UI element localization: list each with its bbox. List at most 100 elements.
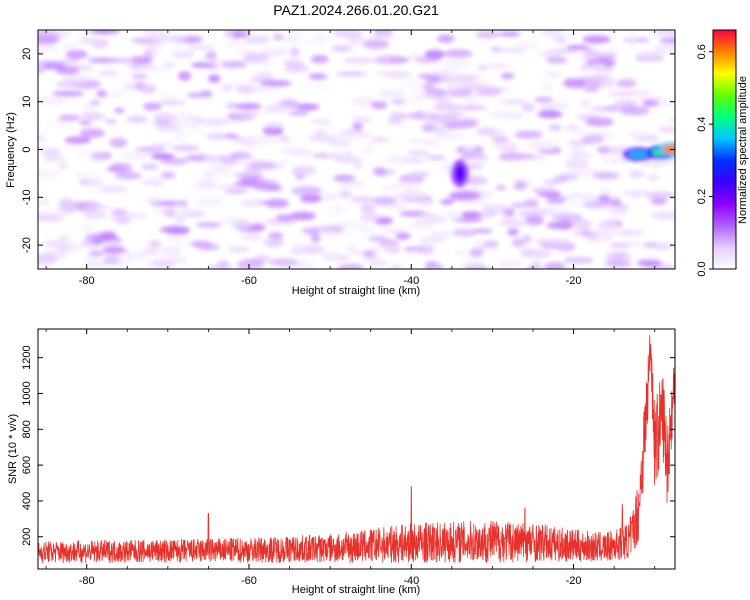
spectrogram-blob xyxy=(579,100,591,107)
colorbar-label: Normalized spectral amplitude xyxy=(737,76,749,224)
spectrogram-blob xyxy=(395,191,426,200)
colorbar-frame xyxy=(712,29,737,270)
spectrogram-blob xyxy=(153,112,178,122)
spectrogram-blob xyxy=(446,81,462,92)
spectrogram-blob xyxy=(195,222,222,228)
spectrogram-blob xyxy=(363,250,375,258)
spectrogram-blob xyxy=(493,141,519,151)
spectrogram-blob xyxy=(459,261,485,268)
snr-y-ticks: 200 400 600 800 1000 1200 xyxy=(21,345,675,546)
spectrogram-blob xyxy=(551,33,575,43)
y-tick-label: 200 xyxy=(21,528,33,546)
spectrogram-feature xyxy=(661,145,675,154)
spectrogram-blob xyxy=(422,111,434,117)
spectrogram-blob xyxy=(331,45,353,52)
spectrogram-blob xyxy=(291,165,317,176)
spectrogram-blob xyxy=(637,96,665,102)
spectrogram-blob xyxy=(294,30,305,38)
spectrogram-blob xyxy=(265,48,293,55)
spectrogram-blob xyxy=(445,110,467,118)
spectrogram-blob xyxy=(236,49,256,55)
spectrogram-blob xyxy=(164,233,190,244)
spectrogram-blob xyxy=(500,98,528,105)
snr-panel: -80 -60 -40 -20 200 400 600 800 1000 1200 Height… xyxy=(7,328,676,596)
spectrogram-blob xyxy=(570,218,592,229)
spectrogram-blob xyxy=(564,124,580,131)
spectrogram-blob xyxy=(170,208,200,215)
snr-x-ticks: -80 -60 -40 -20 xyxy=(45,329,656,587)
spectrogram-blob xyxy=(107,57,136,64)
spectrogram-blob xyxy=(317,228,338,235)
spectrogram-blob xyxy=(339,180,367,188)
spectrogram-blob xyxy=(366,142,377,149)
spectrogram-x-ticks: -80 -60 -40 -20 xyxy=(45,30,656,287)
spectrogram-blob xyxy=(351,96,376,107)
spectrogram-blob xyxy=(38,134,46,143)
spectrogram-blob xyxy=(310,233,321,243)
spectrogram-blob xyxy=(208,74,221,83)
spectrogram-blob xyxy=(248,86,279,93)
spectrogram-blob xyxy=(370,101,388,110)
x-tick-label: -60 xyxy=(241,275,257,287)
snr-plot-area xyxy=(38,329,675,569)
spectrogram-blob xyxy=(373,167,387,176)
spectrogram-blob xyxy=(62,42,78,50)
spectrogram-blob xyxy=(483,240,499,249)
spectrogram-blob xyxy=(381,228,407,235)
colorbar-gradient xyxy=(713,30,736,269)
spectrogram-blob xyxy=(38,61,65,70)
spectrogram-blob xyxy=(472,240,488,249)
spectrogram-blob xyxy=(82,104,95,110)
spectrogram-blob xyxy=(243,35,270,44)
spectrogram-blob xyxy=(403,96,426,104)
spectrogram-blob xyxy=(38,199,51,206)
x-tick-label: -60 xyxy=(241,575,257,587)
spectrogram-blob xyxy=(104,254,120,265)
spectrogram-blob xyxy=(114,171,142,180)
spectrogram-blob xyxy=(507,228,519,236)
colorbar-ticks: 0.0 0.2 0.4 0.6 xyxy=(696,44,713,277)
spectrogram-blob xyxy=(302,227,321,235)
spectrogram-blob xyxy=(311,34,331,40)
spectrogram-blob xyxy=(628,170,645,178)
spectrogram-blob xyxy=(187,124,201,133)
snr-x-axis-label: Height of straight line (km) xyxy=(292,584,420,596)
spectrogram-blob xyxy=(611,211,626,217)
spectrogram-blob xyxy=(589,230,615,240)
x-tick-label: -20 xyxy=(566,575,582,587)
spectrogram-blob xyxy=(346,36,366,45)
spectrogram-blob xyxy=(159,225,191,234)
spectrogram-blob xyxy=(520,249,552,259)
spectrogram-blob xyxy=(217,259,229,269)
snr-y-axis-label: SNR (10 * v/v) xyxy=(7,414,19,484)
figure-title: PAZ1.2024.266.01.20.G21 xyxy=(273,2,439,18)
spectrogram-blob xyxy=(432,103,462,111)
spectrogram-blob xyxy=(365,43,388,50)
spectrogram-blob xyxy=(350,196,376,204)
spectrogram-blob xyxy=(500,208,513,219)
spectrogram-blob xyxy=(102,245,126,254)
snr-frame xyxy=(37,328,676,570)
spectrogram-blob xyxy=(265,121,284,129)
spectrogram-blob xyxy=(198,58,222,65)
spectrogram-blob xyxy=(421,82,434,90)
spectrogram-blob xyxy=(226,102,238,110)
colorbar-tick-label: 0.2 xyxy=(696,189,708,204)
spectrogram-y-axis-label: Frequency (Hz) xyxy=(5,112,17,188)
spectrogram-blob xyxy=(148,240,162,247)
spectrogram-blob xyxy=(370,245,400,250)
spectrogram-blob xyxy=(352,161,364,170)
spectrogram-blob xyxy=(417,199,435,207)
spectrogram-blob xyxy=(104,118,117,125)
spectrogram-blob xyxy=(119,150,150,160)
spectrogram-blob xyxy=(221,41,252,47)
spectrogram-blob xyxy=(581,134,605,144)
spectrogram-blob xyxy=(411,88,426,98)
spectrogram-blob xyxy=(333,156,362,163)
spectrogram-blob xyxy=(429,263,444,269)
spectrogram-blob xyxy=(342,150,354,159)
spectrogram-blob xyxy=(608,91,637,97)
spectrogram-blob xyxy=(605,106,618,112)
spectrogram-blob xyxy=(126,115,149,124)
spectrogram-blob xyxy=(405,138,428,144)
